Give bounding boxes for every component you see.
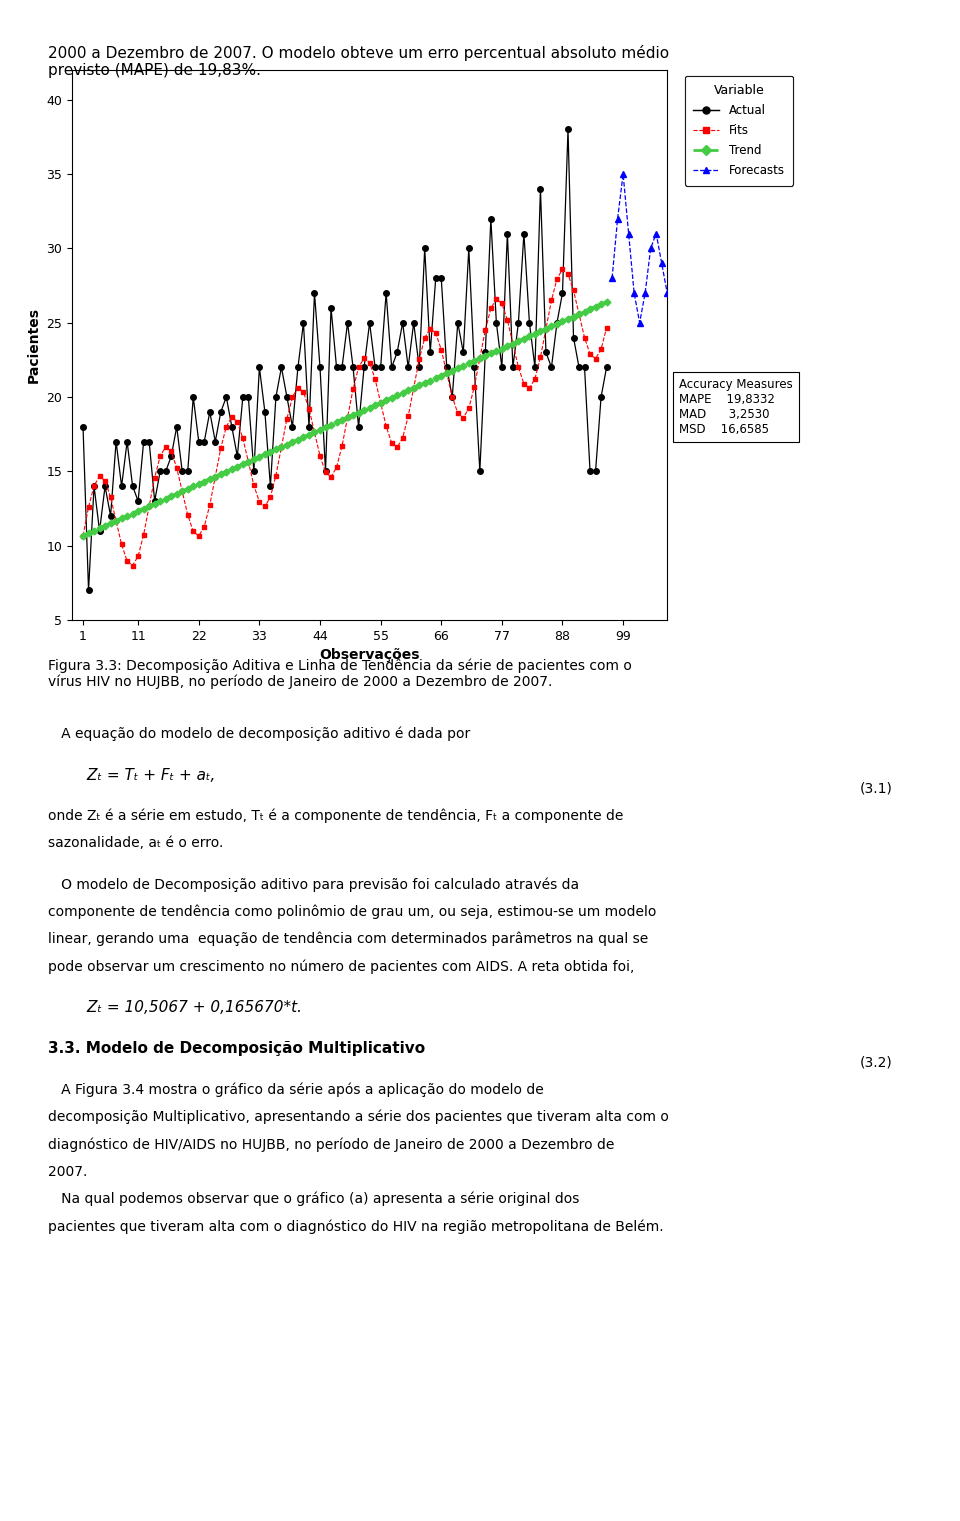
Text: sazonalidade, aₜ é o erro.: sazonalidade, aₜ é o erro.	[48, 837, 224, 850]
Text: Na qual podemos observar que o gráfico (a) apresenta a série original dos: Na qual podemos observar que o gráfico (…	[48, 1192, 580, 1206]
Text: diagnóstico de HIV/AIDS no HUJBB, no período de Janeiro de 2000 a Dezembro de: diagnóstico de HIV/AIDS no HUJBB, no per…	[48, 1138, 614, 1151]
Text: onde Zₜ é a série em estudo, Tₜ é a componente de tendência, Fₜ a componente de: onde Zₜ é a série em estudo, Tₜ é a comp…	[48, 809, 623, 823]
Text: linear, gerando uma  equação de tendência com determinados parâmetros na qual se: linear, gerando uma equação de tendência…	[48, 932, 648, 946]
Text: Zₜ = Tₜ + Fₜ + aₜ,: Zₜ = Tₜ + Fₜ + aₜ,	[48, 768, 215, 782]
Text: componente de tendência como polinômio de grau um, ou seja, estimou-se um modelo: componente de tendência como polinômio d…	[48, 905, 657, 919]
Text: A equação do modelo de decomposição aditivo é dada por: A equação do modelo de decomposição adit…	[48, 727, 470, 741]
Legend: Actual, Fits, Trend, Forecasts: Actual, Fits, Trend, Forecasts	[685, 76, 793, 186]
X-axis label: Observações: Observações	[320, 648, 420, 662]
Text: (3.2): (3.2)	[860, 1056, 893, 1069]
Text: A Figura 3.4 mostra o gráfico da série após a aplicação do modelo de: A Figura 3.4 mostra o gráfico da série a…	[48, 1083, 543, 1097]
Text: Figura 3.3: Decomposição Aditiva e Linha de Tendência da série de pacientes com : Figura 3.3: Decomposição Aditiva e Linha…	[48, 659, 632, 689]
Text: 2000 a Dezembro de 2007. O modelo obteve um erro percentual absoluto médio
previ: 2000 a Dezembro de 2007. O modelo obteve…	[48, 46, 669, 79]
Text: Zₜ = 10,5067 + 0,165670*t.: Zₜ = 10,5067 + 0,165670*t.	[48, 1001, 302, 1015]
Text: (3.1): (3.1)	[860, 782, 893, 795]
Text: pacientes que tiveram alta com o diagnóstico do HIV na região metropolitana de B: pacientes que tiveram alta com o diagnós…	[48, 1220, 663, 1234]
Text: O modelo de Decomposição aditivo para previsão foi calculado através da: O modelo de Decomposição aditivo para pr…	[48, 878, 579, 891]
Text: pode observar um crescimento no número de pacientes com AIDS. A reta obtida foi,: pode observar um crescimento no número d…	[48, 960, 635, 973]
Y-axis label: Pacientes: Pacientes	[27, 307, 41, 383]
Text: Accuracy Measures
MAPE    19,8332
MAD      3,2530
MSD    16,6585: Accuracy Measures MAPE 19,8332 MAD 3,253…	[679, 379, 793, 437]
Text: decomposição Multiplicativo, apresentando a série dos pacientes que tiveram alta: decomposição Multiplicativo, apresentand…	[48, 1110, 669, 1124]
Text: 3.3. Modelo de Decomposição Multiplicativo: 3.3. Modelo de Decomposição Multiplicati…	[48, 1042, 425, 1056]
Text: 2007.: 2007.	[48, 1165, 87, 1179]
